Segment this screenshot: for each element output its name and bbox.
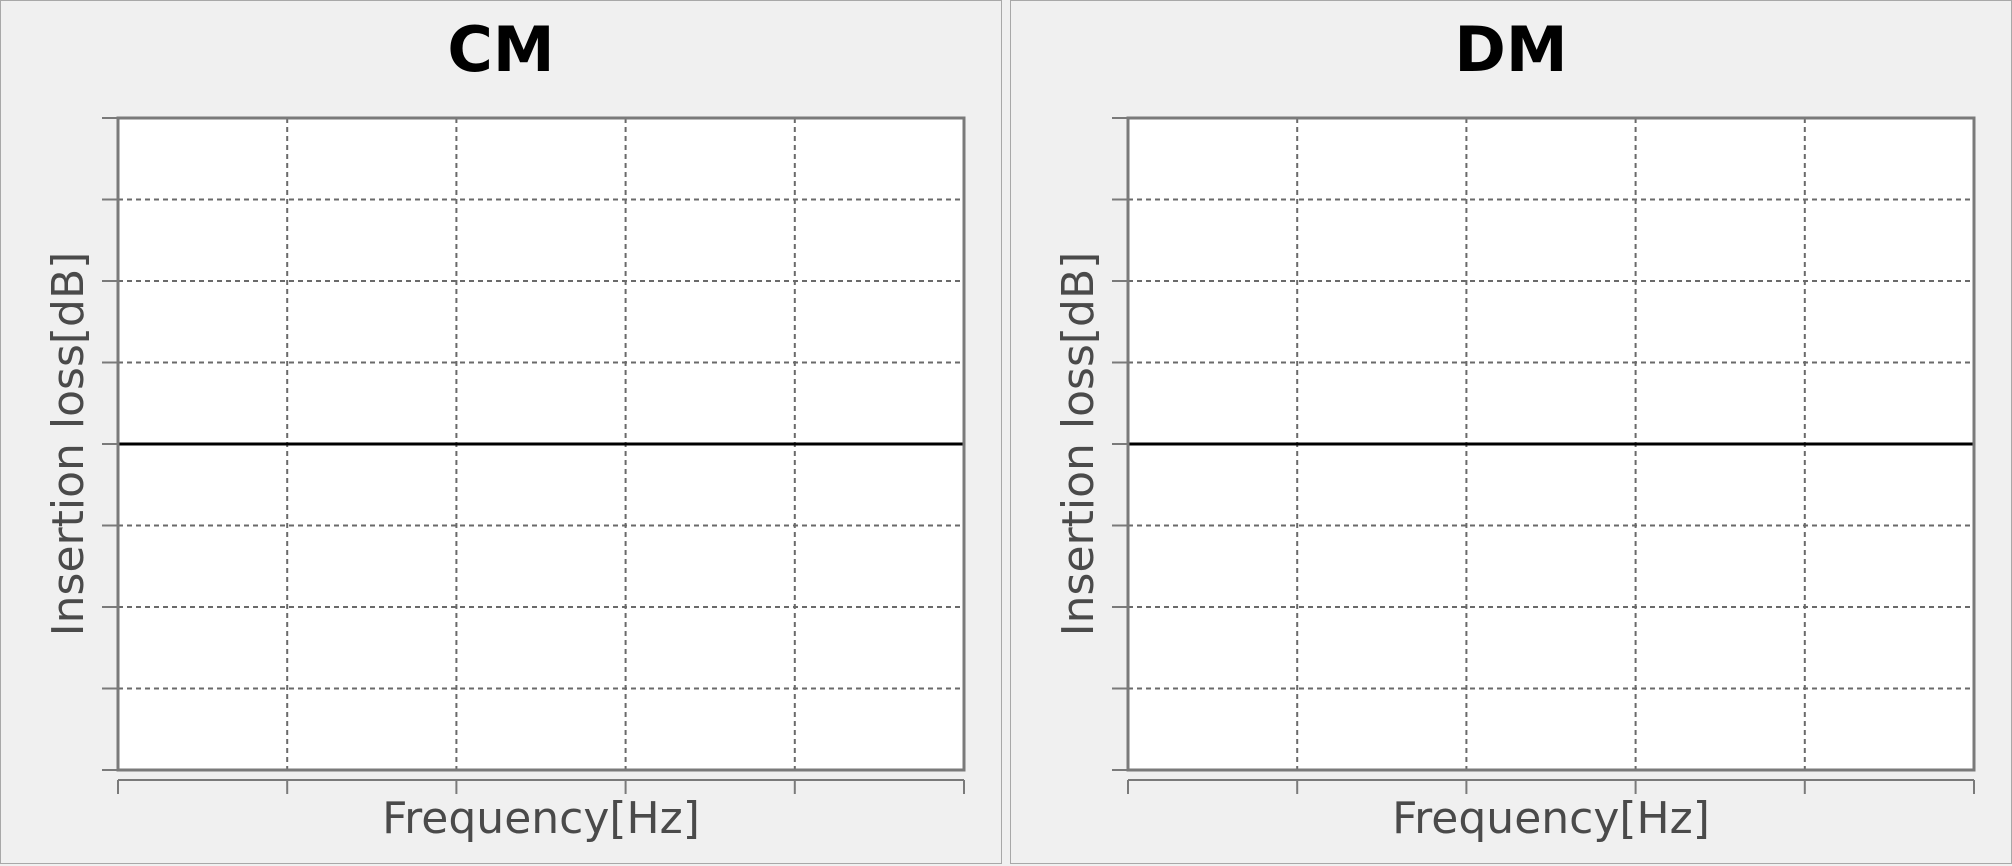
chart-title: DM [1454, 13, 1567, 86]
x-axis-label: Frequency[Hz] [1392, 793, 1710, 844]
dm-chart: DM Frequency[Hz] Insertion loss[dB] [1053, 13, 1976, 844]
cm-chart: CM Frequency[Hz] Insertion loss[dB] [43, 13, 966, 844]
axes [1112, 116, 1976, 794]
dm-chart-panel: DM Frequency[Hz] Insertion loss[dB] [1010, 0, 2012, 864]
x-axis-label: Frequency[Hz] [382, 793, 700, 844]
y-axis-label: Insertion loss[dB] [1053, 252, 1104, 637]
cm-chart-panel: CM Frequency[Hz] Insertion loss[dB] [0, 0, 1002, 864]
axes [102, 116, 966, 794]
y-axis-label: Insertion loss[dB] [43, 252, 94, 637]
chart-title: CM [447, 13, 554, 86]
